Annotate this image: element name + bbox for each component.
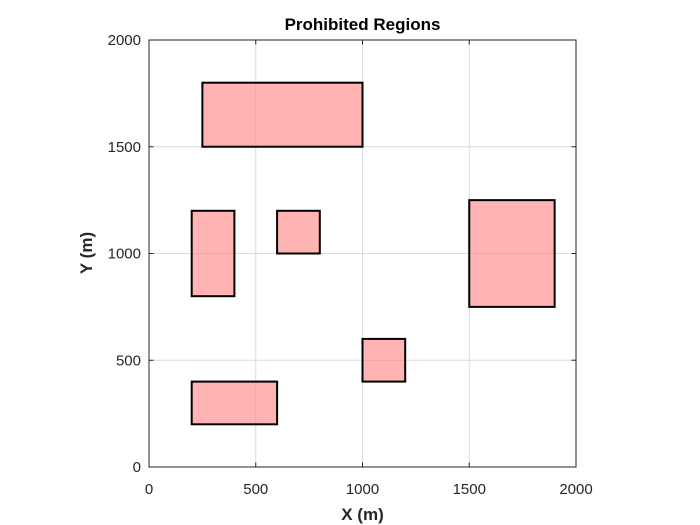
x-tick-label-1: 500 — [243, 481, 268, 498]
x-tick-label-4: 2000 — [559, 481, 592, 498]
x-tick-label-2: 1000 — [346, 481, 379, 498]
tick-labels: 0 500 1000 1500 2000 0 500 1000 1500 2000 — [108, 32, 593, 498]
y-tick-label-3: 1500 — [108, 139, 141, 156]
prohibited-region-1 — [201, 81, 364, 148]
prohibited-region-2 — [190, 209, 236, 298]
y-tick-label-1: 500 — [116, 352, 141, 369]
y-tick-label-0: 0 — [133, 459, 141, 476]
y-axis-label: Y (m) — [77, 232, 96, 274]
y-tick-label-2: 1000 — [108, 246, 141, 263]
x-tick-label-0: 0 — [145, 481, 153, 498]
prohibited-region-5 — [361, 337, 407, 383]
prohibited-region-4 — [468, 199, 556, 308]
tick-marks — [148, 39, 577, 468]
prohibited-region-3 — [276, 209, 321, 255]
y-tick-label-4: 2000 — [108, 32, 141, 49]
x-axis-label: X (m) — [341, 505, 384, 524]
x-tick-label-3: 1500 — [453, 481, 486, 498]
chart-title: Prohibited Regions — [285, 15, 441, 34]
prohibited-region-6 — [190, 380, 279, 426]
regions-layer — [190, 81, 556, 426]
